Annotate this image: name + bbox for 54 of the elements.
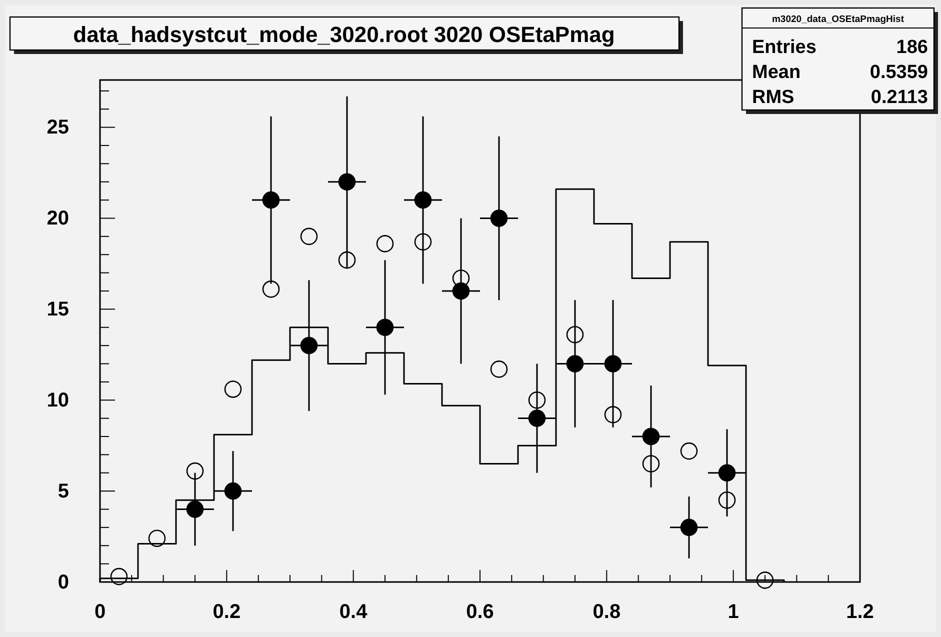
point <box>718 464 736 482</box>
text: m3020_data_OSEtaPmagHist <box>772 14 905 25</box>
y-tick-label: 5 <box>58 480 69 502</box>
point <box>224 482 242 500</box>
point <box>756 572 774 589</box>
annotation: Mean <box>752 62 801 83</box>
annotation: RMS <box>752 87 794 108</box>
point <box>490 210 508 227</box>
y-tick-label: 10 <box>46 390 69 412</box>
x-tick-label: 0.8 <box>592 601 621 624</box>
text: 0.5359 <box>870 62 928 83</box>
point <box>566 355 584 372</box>
point <box>642 455 660 472</box>
x-tick-label: 0.2 <box>212 601 241 624</box>
y-tick-label: 25 <box>46 116 69 139</box>
point <box>224 380 242 398</box>
point <box>680 442 698 460</box>
x-tick-label: 1.2 <box>846 601 874 624</box>
y-tick-label: 15 <box>46 298 69 321</box>
text: 0.2113 <box>870 87 928 108</box>
point <box>262 280 280 298</box>
point <box>376 235 394 252</box>
x-tick-label: 0 <box>94 601 106 624</box>
point <box>604 355 622 372</box>
point <box>528 391 546 409</box>
point <box>300 228 318 246</box>
point <box>490 360 508 378</box>
point <box>452 282 470 300</box>
point <box>148 530 166 547</box>
point <box>262 191 280 209</box>
chart-title: data_hadsystcut_mode_3020.root 3020 OSEtaPmag <box>73 22 615 47</box>
point <box>414 233 432 251</box>
point <box>642 428 660 446</box>
point <box>110 568 128 586</box>
text: 186 <box>896 37 928 58</box>
point <box>338 173 356 191</box>
point <box>566 326 584 344</box>
text: Entries <box>752 37 816 58</box>
point <box>300 336 318 354</box>
point <box>338 251 356 269</box>
y-tick-label: 20 <box>46 208 69 230</box>
x-tick-label: 0.4 <box>339 601 368 624</box>
point <box>186 500 204 518</box>
point <box>414 191 432 209</box>
point <box>680 518 698 536</box>
x-tick-label: 0.6 <box>466 601 494 624</box>
point <box>718 492 736 509</box>
point <box>452 270 470 287</box>
point <box>604 406 622 424</box>
point <box>376 318 394 336</box>
point <box>186 462 204 480</box>
x-tick-label: 1 <box>728 601 739 624</box>
point <box>528 410 546 427</box>
y-tick-label: 0 <box>58 571 69 594</box>
